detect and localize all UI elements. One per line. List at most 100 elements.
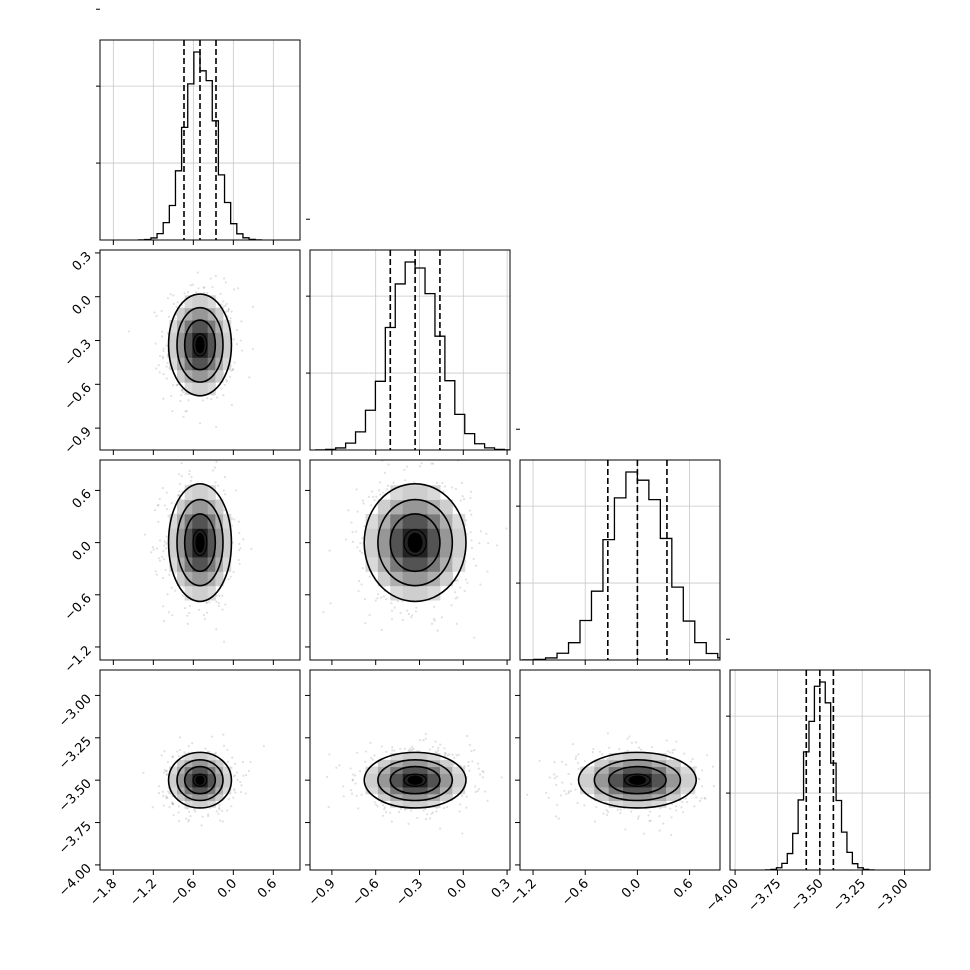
scatter-point	[606, 810, 610, 813]
scatter-point	[451, 753, 454, 756]
density-cell	[192, 320, 201, 333]
y-tick-label: −0.6	[62, 381, 95, 414]
scatter-point	[698, 778, 701, 781]
scatter-point	[456, 579, 460, 582]
scatter-point	[349, 767, 352, 770]
density-cell	[637, 780, 653, 788]
scatter-point	[205, 611, 209, 614]
scatter-point	[470, 546, 474, 550]
scatter-point	[438, 827, 442, 830]
scatter-point	[185, 409, 188, 413]
scatter-point	[186, 614, 189, 617]
scatter-point	[342, 785, 345, 788]
scatter-point	[236, 287, 240, 290]
density-cell	[402, 556, 416, 572]
scatter-point	[329, 602, 332, 605]
scatter-point	[482, 770, 485, 774]
scatter-point	[443, 485, 447, 488]
scatter-point	[220, 809, 224, 812]
scatter-point	[378, 481, 382, 484]
scatter-point	[235, 771, 239, 774]
scatter-point	[350, 521, 353, 524]
scatter-point	[205, 601, 208, 604]
scatter-point	[165, 773, 168, 776]
scatter-point	[670, 833, 673, 837]
scatter-point	[443, 754, 447, 757]
scatter-point	[176, 301, 179, 304]
panel-frame	[729, 669, 931, 871]
scatter-point	[373, 499, 376, 502]
scatter-point	[354, 774, 357, 777]
contour-line	[577, 751, 698, 809]
scatter-point	[205, 601, 208, 605]
scatter-point	[432, 617, 436, 620]
density-cell	[192, 800, 201, 808]
scatter-point	[157, 785, 161, 788]
scatter-point	[358, 549, 362, 552]
scatter-point	[431, 811, 434, 814]
scatter-point	[458, 810, 461, 813]
scatter-point	[201, 815, 204, 818]
scatter-point	[162, 558, 166, 561]
scatter-point	[174, 571, 177, 575]
scatter-point	[251, 347, 254, 351]
scatter-point	[374, 599, 377, 602]
scatter-point	[230, 805, 233, 808]
scatter-point	[722, 812, 724, 814]
scatter-point	[376, 597, 379, 600]
scatter-point	[628, 735, 631, 738]
density-cell	[402, 513, 416, 529]
y-tick-label: −4.00	[56, 861, 95, 900]
scatter-point	[202, 614, 206, 617]
scatter-point	[215, 810, 218, 813]
scatter-point	[231, 368, 234, 371]
density-cell	[184, 295, 193, 309]
scatter-point	[219, 292, 222, 296]
scatter-point	[486, 570, 489, 573]
scatter-point	[158, 497, 161, 501]
scatter-point	[180, 462, 183, 465]
scatter-point	[217, 812, 220, 815]
scatter-point	[162, 397, 165, 400]
density-cell	[207, 786, 216, 795]
scatter-point	[239, 339, 242, 342]
density-cell	[177, 759, 186, 768]
scatter-point	[722, 787, 724, 789]
scatter-point	[410, 616, 413, 619]
density-cell	[184, 528, 193, 544]
scatter-point	[177, 819, 181, 823]
y-tick-label: −3.50	[56, 776, 95, 815]
scatter-point	[222, 489, 225, 492]
density-cell	[215, 542, 224, 558]
density-cell	[200, 295, 209, 309]
scatter-point	[351, 540, 355, 544]
scatter-point	[466, 581, 469, 584]
scatter-point	[206, 291, 209, 295]
scatter-point	[180, 393, 183, 397]
density-cell	[427, 585, 441, 601]
pair-panel-3-1: −0.9 −0.6 −0.3 0.0 0.3	[305, 669, 514, 909]
scatter-point	[443, 807, 446, 810]
density-cell	[184, 332, 193, 346]
pair-content	[127, 271, 255, 429]
scatter-point	[163, 540, 166, 543]
scatter-point	[410, 614, 414, 617]
density-cell	[390, 542, 404, 558]
scatter-point	[370, 490, 374, 493]
scatter-point	[171, 410, 174, 413]
scatter-point	[350, 792, 354, 795]
scatter-point	[637, 746, 641, 749]
contour-core	[195, 532, 205, 553]
scatter-point	[176, 494, 180, 497]
scatter-point	[390, 820, 393, 823]
contour-core	[407, 775, 423, 785]
density-cell	[427, 499, 441, 515]
scatter-point	[222, 300, 225, 303]
scatter-point	[553, 761, 556, 764]
x-tick-label: −0.9	[306, 876, 339, 909]
density-cell	[192, 295, 201, 309]
scatter-point	[461, 832, 464, 835]
scatter-point	[228, 375, 232, 378]
scatter-point	[215, 425, 218, 429]
scatter-point	[485, 532, 488, 535]
